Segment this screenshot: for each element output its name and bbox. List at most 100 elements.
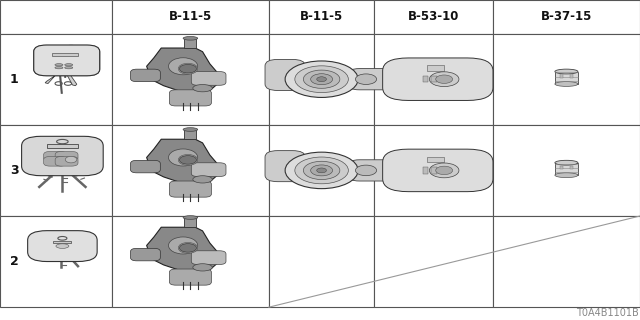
Ellipse shape (193, 84, 212, 92)
FancyBboxPatch shape (555, 72, 578, 84)
FancyBboxPatch shape (22, 136, 103, 176)
FancyBboxPatch shape (344, 164, 369, 177)
Ellipse shape (168, 58, 198, 75)
Bar (0, 125, 112, 216)
Ellipse shape (178, 243, 198, 253)
Ellipse shape (52, 63, 64, 68)
Bar (570, 74, 573, 78)
Bar (269, 216, 374, 307)
FancyBboxPatch shape (265, 60, 305, 91)
FancyBboxPatch shape (55, 156, 78, 166)
Ellipse shape (168, 149, 198, 166)
FancyBboxPatch shape (383, 149, 493, 192)
Circle shape (310, 74, 333, 85)
Bar (423, 76, 428, 82)
Bar (374, 125, 493, 216)
FancyBboxPatch shape (555, 163, 578, 175)
Bar (52, 53, 78, 56)
Bar (52, 67, 81, 68)
Ellipse shape (56, 244, 69, 248)
Bar (570, 166, 573, 170)
Bar (428, 157, 444, 162)
Text: B-37-15: B-37-15 (541, 10, 592, 23)
Circle shape (295, 157, 348, 184)
Bar (53, 241, 72, 243)
Bar (184, 38, 196, 48)
FancyBboxPatch shape (44, 151, 67, 161)
Polygon shape (64, 69, 77, 86)
Bar (0, 216, 112, 307)
Bar (374, 216, 493, 307)
Circle shape (303, 161, 340, 180)
Ellipse shape (555, 173, 578, 178)
Ellipse shape (65, 64, 73, 66)
Bar (112, 125, 269, 216)
Ellipse shape (555, 160, 578, 165)
Circle shape (285, 152, 358, 188)
FancyBboxPatch shape (55, 151, 78, 161)
Bar (560, 166, 563, 170)
FancyBboxPatch shape (34, 45, 100, 76)
Polygon shape (147, 227, 220, 273)
Bar (47, 144, 78, 148)
Bar (269, 125, 374, 216)
Circle shape (355, 165, 376, 176)
Bar (431, 167, 436, 173)
Text: B-11-5: B-11-5 (169, 10, 212, 23)
FancyBboxPatch shape (170, 181, 211, 197)
Ellipse shape (55, 67, 63, 69)
Bar (184, 218, 196, 227)
FancyBboxPatch shape (383, 58, 493, 100)
Bar (493, 125, 640, 216)
Circle shape (429, 163, 459, 178)
FancyBboxPatch shape (131, 69, 160, 82)
Ellipse shape (65, 156, 77, 163)
Bar (0, 0, 112, 34)
Text: 3: 3 (10, 164, 19, 177)
FancyBboxPatch shape (191, 72, 226, 85)
Ellipse shape (168, 237, 198, 254)
Bar (493, 216, 640, 307)
Polygon shape (45, 69, 64, 84)
Bar (269, 34, 374, 125)
Text: B-11-5: B-11-5 (300, 10, 343, 23)
Circle shape (295, 66, 348, 92)
FancyBboxPatch shape (191, 251, 226, 264)
Ellipse shape (193, 264, 212, 271)
Circle shape (179, 64, 196, 73)
Ellipse shape (178, 63, 198, 74)
Ellipse shape (64, 63, 76, 68)
Bar (431, 76, 436, 82)
Ellipse shape (55, 64, 63, 66)
Bar (184, 130, 196, 139)
Text: T0A4B1101B: T0A4B1101B (576, 308, 639, 318)
FancyBboxPatch shape (191, 163, 226, 176)
Bar (493, 34, 640, 125)
FancyBboxPatch shape (170, 90, 211, 106)
Bar (269, 0, 374, 34)
Ellipse shape (193, 176, 212, 183)
Circle shape (317, 168, 326, 173)
Ellipse shape (183, 128, 198, 131)
Bar (112, 0, 269, 34)
FancyBboxPatch shape (34, 45, 100, 76)
Text: B-53-10: B-53-10 (408, 10, 460, 23)
Circle shape (355, 74, 376, 84)
Ellipse shape (183, 216, 198, 219)
Ellipse shape (555, 82, 578, 86)
Circle shape (310, 165, 333, 176)
Ellipse shape (178, 155, 198, 165)
Circle shape (436, 166, 452, 175)
Circle shape (179, 244, 196, 252)
Bar (560, 74, 563, 78)
Circle shape (285, 61, 358, 97)
Bar (112, 216, 269, 307)
Circle shape (303, 70, 340, 88)
FancyBboxPatch shape (46, 50, 88, 60)
Bar (428, 66, 444, 71)
FancyBboxPatch shape (347, 68, 425, 90)
Circle shape (436, 75, 452, 84)
Bar (0, 34, 112, 125)
FancyBboxPatch shape (170, 269, 211, 285)
Circle shape (179, 156, 196, 164)
